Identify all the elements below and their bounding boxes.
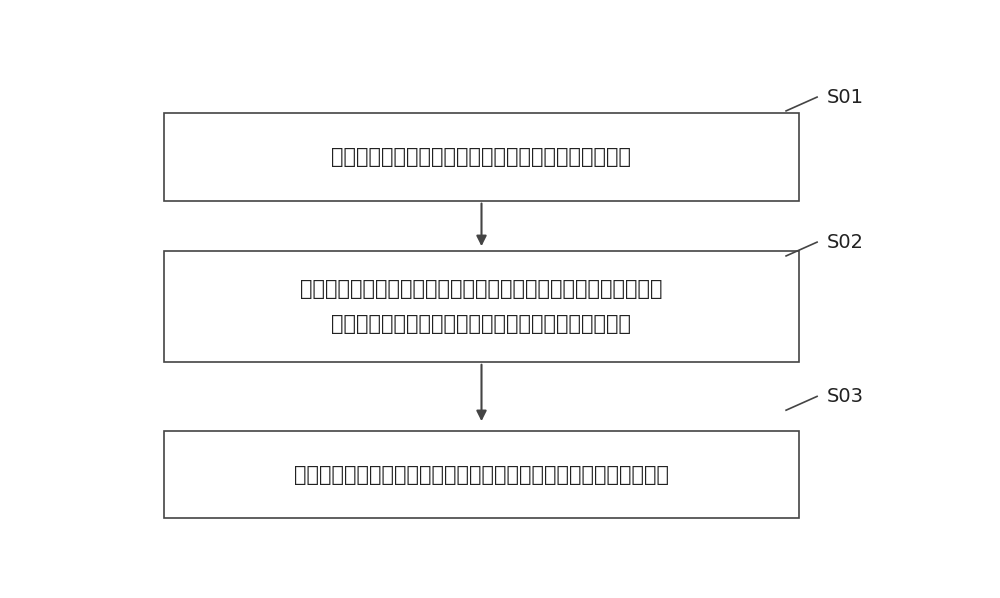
Text: S03: S03	[826, 387, 863, 406]
Text: 根据所述电池组中最大单体电压所位于的当前充电阶段，使用与所
述当前充电阶段对应的充电请求电流对所述电池组充电: 根据所述电池组中最大单体电压所位于的当前充电阶段，使用与所 述当前充电阶段对应的…	[300, 279, 663, 334]
Text: S01: S01	[826, 87, 863, 106]
Bar	[164, 431, 799, 518]
Text: S02: S02	[826, 233, 863, 252]
Text: 当所述电池组当前最大单体电压等于预设充电截止电压时，停止充电: 当所述电池组当前最大单体电压等于预设充电截止电压时，停止充电	[294, 465, 669, 484]
Bar	[164, 251, 799, 362]
Text: 将所述电池组划分成多个使用不同充电电流的充电阶段: 将所述电池组划分成多个使用不同充电电流的充电阶段	[332, 147, 632, 167]
Bar	[164, 113, 799, 201]
